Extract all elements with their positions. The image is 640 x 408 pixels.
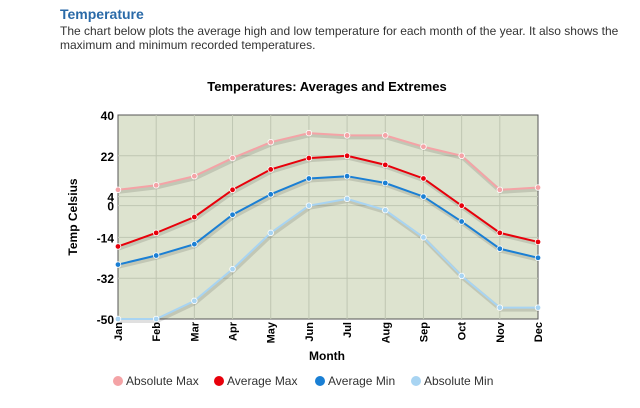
x-tick-label: Mar bbox=[189, 321, 201, 341]
data-point bbox=[458, 218, 465, 225]
data-point bbox=[114, 315, 122, 323]
x-tick-label: Aug bbox=[380, 322, 392, 343]
data-point bbox=[496, 186, 504, 193]
data-point bbox=[343, 195, 351, 203]
legend-marker bbox=[315, 376, 325, 386]
x-tick-label: May bbox=[266, 321, 278, 343]
data-point bbox=[229, 154, 236, 162]
legend-marker bbox=[214, 376, 224, 386]
data-point bbox=[114, 261, 122, 268]
data-point bbox=[534, 304, 542, 311]
series-line bbox=[117, 154, 539, 248]
data-point bbox=[420, 193, 427, 200]
series-shadow bbox=[118, 176, 540, 269]
data-point bbox=[114, 243, 122, 250]
data-point bbox=[458, 272, 465, 280]
data-point bbox=[191, 297, 198, 305]
data-point bbox=[152, 252, 160, 259]
data-point bbox=[343, 152, 351, 159]
data-point bbox=[305, 202, 313, 209]
data-point bbox=[267, 138, 274, 146]
x-tick-label: Nov bbox=[495, 321, 507, 343]
data-point bbox=[420, 143, 427, 150]
data-point bbox=[458, 152, 465, 159]
x-tick-label: Sep bbox=[418, 322, 430, 342]
legend-marker bbox=[411, 376, 421, 386]
series-line bbox=[117, 132, 539, 191]
data-point bbox=[229, 211, 236, 218]
x-axis-label: Month bbox=[309, 349, 345, 363]
legend-label[interactable]: Average Max bbox=[227, 374, 297, 388]
x-tick-label: Jun bbox=[304, 322, 316, 342]
data-point bbox=[229, 186, 236, 193]
data-point bbox=[496, 229, 504, 237]
series-shadow bbox=[118, 155, 540, 251]
data-point bbox=[152, 182, 160, 189]
legend: Absolute Max Average Max Average Min Absolu… bbox=[113, 374, 493, 388]
x-tick-label: Feb bbox=[151, 322, 163, 342]
data-point bbox=[382, 179, 389, 187]
data-point bbox=[534, 238, 542, 246]
plot-area bbox=[117, 114, 539, 320]
data-point bbox=[496, 245, 504, 252]
data-point bbox=[152, 315, 160, 323]
x-tick-label: Jul bbox=[342, 322, 354, 338]
data-point bbox=[496, 304, 504, 311]
series-line bbox=[117, 175, 539, 266]
y-axis-ticks: 40 22 40 -14 -32 -50 bbox=[97, 109, 115, 327]
data-point bbox=[343, 172, 351, 180]
y-tick-label: -14 bbox=[97, 231, 115, 245]
y-tick-label: -50 bbox=[97, 313, 115, 327]
data-point bbox=[382, 132, 389, 139]
data-point bbox=[420, 175, 427, 182]
x-axis-ticks: Jan Feb Mar Apr May Jun Jul Aug Sep Oct Nov Dec bbox=[113, 321, 545, 343]
grid-lines bbox=[118, 115, 538, 319]
data-point bbox=[534, 254, 542, 261]
data-point bbox=[267, 191, 274, 198]
data-point bbox=[191, 213, 198, 221]
data-point bbox=[267, 229, 274, 237]
data-point bbox=[305, 154, 313, 162]
data-point bbox=[191, 172, 198, 180]
series-line bbox=[118, 197, 538, 320]
y-tick-label: 4 bbox=[107, 191, 114, 205]
x-tick-label: Apr bbox=[228, 321, 240, 341]
data-point bbox=[382, 206, 389, 214]
data-point bbox=[305, 129, 313, 137]
data-point bbox=[420, 234, 427, 241]
y-axis-label: Temp Celsius bbox=[66, 178, 80, 255]
data-point bbox=[458, 202, 465, 209]
chart-title: Temperatures: Averages and Extremes bbox=[207, 79, 446, 94]
data-point bbox=[191, 240, 198, 248]
legend-marker bbox=[113, 376, 123, 386]
data-point bbox=[152, 229, 160, 237]
x-tick-label: Oct bbox=[457, 322, 469, 341]
y-tick-label: 40 bbox=[101, 109, 115, 123]
legend-label[interactable]: Absolute Max bbox=[126, 374, 199, 388]
section-description: The chart below plots the average high a… bbox=[60, 24, 619, 52]
data-point bbox=[343, 132, 351, 139]
y-tick-label: 22 bbox=[101, 150, 115, 164]
data-point bbox=[305, 175, 313, 182]
data-point bbox=[267, 166, 274, 173]
data-point bbox=[534, 184, 542, 191]
y-tick-label: 0 bbox=[107, 200, 114, 214]
data-point bbox=[229, 265, 236, 273]
y-tick-label: -32 bbox=[97, 272, 115, 286]
series-lines bbox=[114, 129, 542, 323]
data-point bbox=[382, 161, 389, 169]
legend-label[interactable]: Average Min bbox=[328, 374, 395, 388]
x-tick-label: Jan bbox=[113, 322, 125, 341]
x-tick-label: Dec bbox=[533, 322, 545, 342]
legend-label[interactable]: Absolute Min bbox=[424, 374, 493, 388]
data-point bbox=[114, 186, 122, 193]
section-title: Temperature bbox=[60, 6, 144, 22]
